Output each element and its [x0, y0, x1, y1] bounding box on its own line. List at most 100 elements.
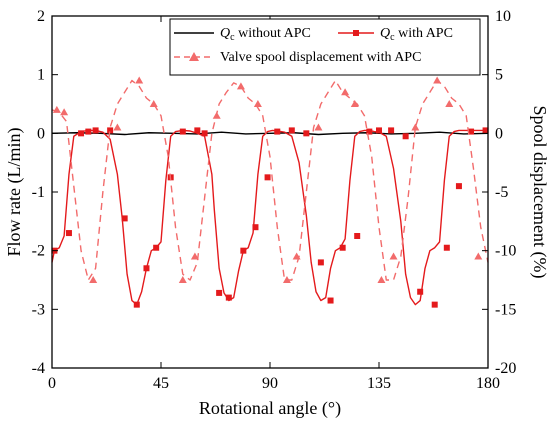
series-2-marker: [433, 76, 442, 84]
legend-label-rest: with APC: [395, 26, 453, 41]
series-line-2: [51, 79, 489, 281]
series-1-marker: [274, 128, 281, 135]
series-1-marker: [339, 244, 346, 251]
series-2-marker: [350, 100, 359, 107]
series-1-marker: [225, 294, 232, 301]
series-1-marker: [288, 127, 295, 134]
series-1-marker: [179, 128, 186, 135]
y-left-tick-label--2: -2: [32, 243, 45, 260]
legend: Qc without APC Qc with APC Valve spool d…: [169, 18, 481, 76]
series-2-marker: [52, 105, 61, 113]
series-2-marker: [377, 276, 386, 283]
x-tick-label-45: 45: [153, 375, 169, 392]
y-left-tick-label-2: 2: [37, 8, 45, 25]
series-2-marker: [89, 276, 98, 283]
series-1-marker: [85, 128, 92, 135]
legend-marker-triangle: [189, 52, 199, 61]
series-1-marker: [107, 127, 114, 134]
series-1-marker: [468, 128, 475, 135]
series-line-0: [51, 131, 489, 136]
series-2-marker: [149, 100, 158, 107]
x-axis-title: Rotational angle (°): [199, 398, 341, 419]
y-left-tick-label-1: 1: [37, 67, 45, 84]
series-1-marker: [194, 127, 201, 134]
series-1-marker: [431, 301, 438, 308]
series-1-marker: [317, 259, 324, 266]
series-2-marker: [282, 276, 291, 283]
series-1-marker: [327, 297, 334, 304]
series-2-marker: [113, 123, 122, 131]
series-2-marker: [60, 108, 69, 116]
series-2-marker: [236, 82, 245, 90]
series-1-marker: [78, 130, 85, 137]
y-right-tick-label--5: -5: [495, 184, 508, 201]
series-1-marker: [264, 174, 271, 181]
y-left-tick-label-0: 0: [37, 125, 45, 142]
series-2-marker: [292, 252, 301, 260]
legend-entry-qc-with-apc: Qc with APC: [338, 26, 453, 43]
legend-marker-square: [353, 30, 359, 36]
series-1-marker: [443, 244, 450, 251]
x-tick-label-180: 180: [476, 375, 500, 392]
series-2-marker: [190, 252, 199, 260]
series-2-marker: [178, 276, 187, 283]
series-1-marker: [121, 215, 128, 222]
series-1-marker: [417, 288, 424, 295]
y-right-tick-label-0: 0: [495, 125, 503, 142]
series-2-marker: [212, 111, 221, 119]
legend-entry-qc-without-apc: Qc without APC: [174, 26, 311, 43]
series-1-marker: [133, 301, 140, 308]
y-left-tick-label--3: -3: [32, 301, 45, 318]
series-1-marker: [366, 128, 373, 135]
series-1-marker: [482, 127, 489, 134]
x-tick-label-0: 0: [48, 375, 56, 392]
y-axis-right-title: Spool displacement (%): [529, 106, 550, 279]
legend-label-qc-with-apc: Qc with APC: [380, 26, 453, 43]
series-2-marker: [341, 88, 350, 96]
legend-subscript-c: c: [390, 32, 395, 43]
series-1-marker: [65, 230, 72, 237]
series-2-marker: [445, 100, 454, 107]
series-1-marker: [455, 183, 462, 190]
y-right-tick-label-5: 5: [495, 67, 503, 84]
series-1-marker: [143, 265, 150, 272]
y-right-tick-label--20: -20: [495, 360, 516, 377]
y-left-tick-label--1: -1: [32, 184, 45, 201]
series-1-marker: [252, 224, 259, 231]
y-axis-left-title: Flow rate (L/min): [4, 128, 25, 257]
series-2-marker: [253, 100, 262, 107]
plot-content: [51, 76, 489, 308]
series-1-marker: [402, 133, 409, 140]
series-1-marker: [354, 233, 361, 239]
series-1-marker: [303, 130, 310, 137]
y-right-tick-label--10: -10: [495, 243, 516, 260]
x-tick-label-90: 90: [262, 375, 278, 392]
legend-subscript-c: c: [230, 32, 235, 43]
series-2-marker: [389, 252, 398, 260]
series-2-marker: [474, 252, 483, 260]
series-2-marker: [135, 76, 144, 84]
series-1-marker: [201, 130, 208, 137]
series-1-marker: [92, 127, 99, 134]
legend-box: [169, 18, 481, 76]
series-1-marker: [216, 289, 223, 296]
series-1-marker: [388, 127, 395, 134]
legend-label-valve-spool: Valve spool displacement with APC: [220, 50, 421, 65]
legend-symbol-q: Q: [220, 26, 230, 41]
x-tick-label-135: 135: [367, 375, 391, 392]
legend-entry-valve-spool: Valve spool displacement with APC: [174, 50, 421, 65]
series-1-marker: [153, 244, 160, 251]
series-line-1: [51, 129, 488, 306]
legend-label-qc-without-apc: Qc without APC: [220, 26, 311, 43]
series-2-marker: [314, 123, 323, 131]
y-right-tick-label-10: 10: [495, 8, 511, 25]
series-1-marker: [240, 247, 247, 254]
series-1-marker: [376, 127, 382, 134]
legend-label-rest: without APC: [235, 26, 311, 41]
legend-symbol-q: Q: [380, 26, 390, 41]
y-right-tick-label--15: -15: [495, 301, 516, 318]
y-left-tick-label--4: -4: [32, 360, 45, 377]
